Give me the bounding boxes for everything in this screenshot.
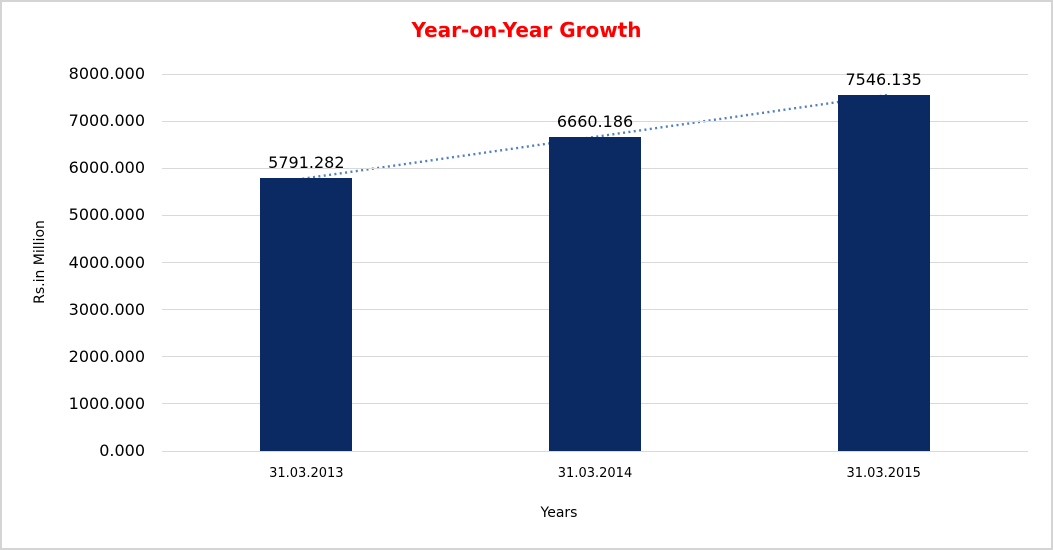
gridline <box>162 450 1028 452</box>
x-category-label: 31.03.2015 <box>846 466 921 481</box>
y-tick-label: 4000.000 <box>68 252 145 272</box>
x-category-label: 31.03.2014 <box>557 466 633 481</box>
bar <box>260 178 353 451</box>
gridline <box>162 120 1028 122</box>
y-tick-label: 8000.000 <box>68 64 145 83</box>
bar-value-label: 7546.135 <box>845 70 922 90</box>
x-category-label: 31.03.2013 <box>269 466 344 481</box>
bar <box>837 95 930 451</box>
y-tick-label: 7000.000 <box>68 111 145 131</box>
y-tick-label: 5000.000 <box>68 205 145 225</box>
chart-title: Year-on-Year Growth <box>411 18 642 42</box>
plot-area <box>162 73 1028 452</box>
x-axis-title: Years <box>540 505 578 521</box>
bar-value-label: 5791.282 <box>268 153 345 173</box>
y-tick-label: 1000.000 <box>68 393 145 413</box>
y-tick-label: 6000.000 <box>68 158 145 178</box>
trendline <box>302 93 888 180</box>
y-tick-label: 2000.000 <box>68 346 145 366</box>
bar <box>549 137 641 451</box>
y-tick-label: 0.000 <box>99 441 145 460</box>
y-tick-label: 3000.000 <box>68 299 145 319</box>
bar-value-label: 6660.186 <box>556 112 634 132</box>
gridline <box>162 73 1028 75</box>
